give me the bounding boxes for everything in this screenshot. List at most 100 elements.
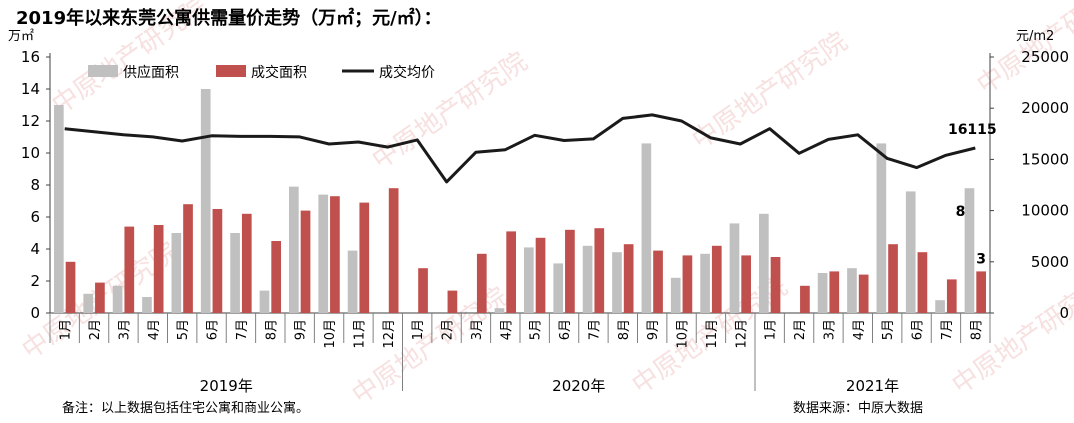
supply-bar xyxy=(230,233,240,313)
footnote-left: 备注：以上数据包括住宅公寓和商业公寓。 xyxy=(62,400,309,416)
deal-bar xyxy=(565,229,575,313)
x-axis-tick-label: 9月 xyxy=(294,319,309,340)
supply-bar xyxy=(318,194,329,313)
deal-bar xyxy=(95,282,105,313)
right-axis-unit: 元/m2 xyxy=(1016,29,1054,44)
x-axis-tick-label: 2月 xyxy=(793,319,808,340)
deal-bar xyxy=(917,252,928,313)
chart-title: 2019年以来东莞公寓供需量价走势（万㎡；元/㎡）： xyxy=(16,7,442,29)
year-label: 2019年 xyxy=(200,377,253,395)
supply-bar xyxy=(758,213,769,313)
price-line-path xyxy=(64,113,976,184)
price-line xyxy=(64,113,976,184)
deal-bar xyxy=(241,213,252,313)
legend-label-supply: 供应面积 xyxy=(123,64,179,81)
deal-bar xyxy=(682,255,693,313)
deal-bar xyxy=(506,231,517,313)
axes: 0 2 4 6 8 10 12 14 16 0 5000 10000 15000 20000 25000 1月… xyxy=(21,48,1069,395)
supply-bar xyxy=(112,285,123,313)
left-axis-tick-label: 8 xyxy=(30,176,40,194)
deal-bar xyxy=(271,241,282,313)
watermark-text: 中原地产研究院 xyxy=(687,27,853,156)
left-axis-tick-label: 0 xyxy=(30,304,40,322)
right-axis-tick-label: 0 xyxy=(1059,304,1069,322)
left-axis-tick-label: 10 xyxy=(21,144,40,162)
supply-bar xyxy=(171,233,182,313)
supply-bar xyxy=(964,188,975,313)
supply-bar xyxy=(700,253,710,313)
supply-bar xyxy=(935,300,945,313)
right-axis-tick-label: 25000 xyxy=(1021,48,1069,66)
supply-bar xyxy=(523,247,534,313)
deal-bar xyxy=(976,271,987,313)
x-axis-tick-label: 1月 xyxy=(411,319,426,340)
x-axis-tick-label: 5月 xyxy=(529,319,544,340)
deal-bar xyxy=(800,285,810,313)
deal-bar xyxy=(946,279,957,313)
x-axis-tick-label: 8月 xyxy=(617,319,632,340)
left-axis-tick-label: 6 xyxy=(30,208,40,226)
left-axis-tick-label: 12 xyxy=(21,112,40,130)
supply-bar xyxy=(142,297,152,313)
supply-bar xyxy=(288,186,299,313)
deal-bar xyxy=(388,188,399,313)
deal-bar xyxy=(858,274,869,313)
supply-bar xyxy=(200,89,211,313)
x-axis-tick-label: 6月 xyxy=(911,319,926,340)
deal-bar xyxy=(535,237,546,313)
supply-bar xyxy=(847,268,857,313)
year-label: 2021年 xyxy=(846,377,899,395)
x-axis-tick-label: 8月 xyxy=(969,319,984,340)
supply-bar xyxy=(905,191,916,313)
x-axis-tick-label: 6月 xyxy=(558,319,573,340)
supply-bar xyxy=(876,143,887,313)
deal-bar xyxy=(124,226,135,313)
deal-bar xyxy=(623,244,634,313)
x-axis-tick-label: 6月 xyxy=(206,319,221,340)
supply-bar xyxy=(83,293,94,313)
x-axis-tick-label: 7月 xyxy=(235,319,250,340)
supply-bar xyxy=(582,245,593,313)
x-axis-tick-label: 1月 xyxy=(764,319,779,340)
deal-bar xyxy=(770,257,781,313)
x-axis-tick-label: 11月 xyxy=(352,319,367,349)
deal-bar xyxy=(418,268,428,313)
legend-swatch-deal xyxy=(216,65,246,77)
x-axis-tick-label: 11月 xyxy=(705,319,720,349)
x-axis-tick-label: 10月 xyxy=(323,319,338,349)
footnote-right: 数据来源：中原大数据 xyxy=(793,401,923,416)
data-label: 8 xyxy=(956,204,966,220)
deal-bar xyxy=(212,209,223,313)
x-axis-tick-label: 12月 xyxy=(734,319,749,349)
left-axis-tick-label: 14 xyxy=(21,80,40,98)
x-axis-tick-label: 2月 xyxy=(88,319,103,340)
data-labels: 16115 8 3 xyxy=(948,122,997,267)
supply-bar xyxy=(641,143,652,313)
x-axis-tick-label: 12月 xyxy=(382,319,397,349)
x-axis-tick-label: 8月 xyxy=(264,319,279,340)
right-axis-tick-label: 15000 xyxy=(1021,150,1069,168)
x-axis-tick-label: 4月 xyxy=(852,319,867,340)
year-label: 2020年 xyxy=(552,377,605,395)
x-axis-tick-label: 4月 xyxy=(499,319,514,340)
legend: 供应面积 成交面积 成交均价 xyxy=(88,64,435,81)
x-axis-tick-label: 1月 xyxy=(59,319,74,340)
left-axis-tick-label: 16 xyxy=(21,48,40,66)
supply-bar xyxy=(494,308,505,313)
deal-bar xyxy=(653,250,663,313)
right-axis-tick-label: 10000 xyxy=(1021,202,1069,220)
watermark-text: 中原地产研究院 xyxy=(347,282,513,411)
x-axis-tick-label: 4月 xyxy=(147,319,162,340)
x-axis-tick-label: 3月 xyxy=(822,319,837,340)
deal-bar xyxy=(888,244,898,313)
left-axis-tick-label: 4 xyxy=(30,240,40,258)
deal-bar xyxy=(153,225,164,313)
supply-bar xyxy=(53,105,64,313)
x-axis-tick-label: 7月 xyxy=(587,319,602,340)
supply-bar xyxy=(553,263,564,313)
supply-bar xyxy=(259,290,270,313)
x-axis-tick-label: 5月 xyxy=(881,319,896,340)
deal-bar xyxy=(300,210,311,313)
x-axis-tick-label: 3月 xyxy=(470,319,485,340)
